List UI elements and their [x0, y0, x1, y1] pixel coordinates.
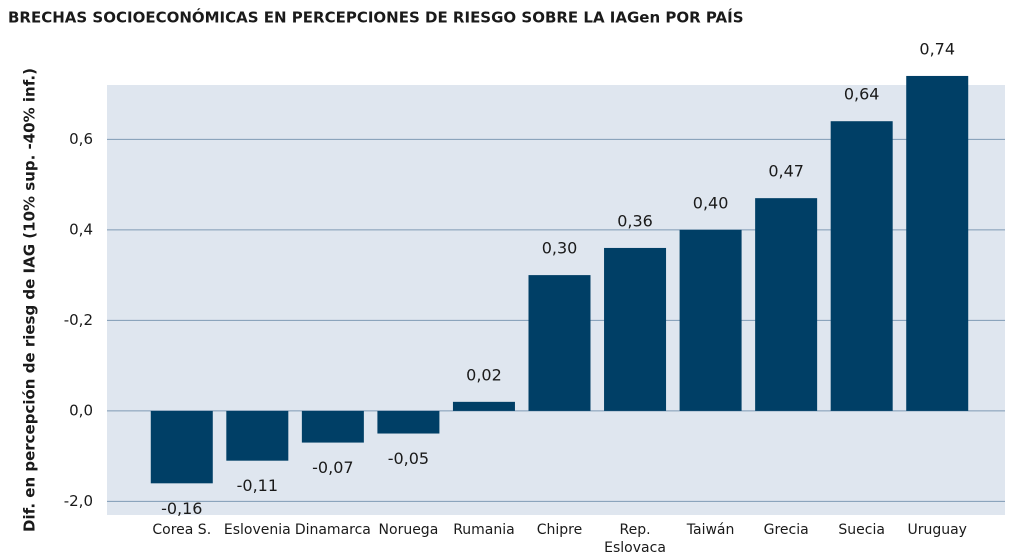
- data-label: -0,16: [161, 499, 202, 518]
- x-tick-label: Grecia: [764, 522, 809, 538]
- bar: [604, 247, 667, 411]
- y-tick-label: 0,4: [69, 220, 93, 238]
- chart-title: BRECHAS SOCIOECONÓMICAS EN PERCEPCIONES …: [8, 8, 744, 27]
- x-tick-label: Corea S.: [152, 522, 211, 538]
- data-label: 0,47: [768, 162, 804, 181]
- x-tick-label: Dinamarca: [295, 522, 371, 538]
- data-label: -0,11: [237, 476, 278, 495]
- y-tick-label: -0,2: [64, 311, 93, 329]
- data-label: 0,64: [844, 85, 880, 104]
- y-tick-label: 0,6: [69, 130, 93, 148]
- data-label: 0,40: [693, 193, 729, 212]
- bar: [301, 410, 364, 443]
- data-label: -0,05: [388, 449, 429, 468]
- bar: [452, 401, 515, 411]
- x-tick-label: Uruguay: [907, 522, 967, 538]
- bar: [528, 275, 591, 411]
- x-tick-label: Eslovenia: [224, 522, 291, 538]
- y-tick-label: 0,0: [69, 401, 93, 419]
- x-tick-label: Chipre: [537, 522, 583, 538]
- bar: [377, 410, 440, 434]
- x-tick-label: Rep. Eslovaca: [604, 522, 666, 556]
- x-tick-label: Noruega: [379, 522, 439, 538]
- x-tick-label: Rumania: [453, 522, 515, 538]
- y-axis-label: Dif. en percepción de riesg de IAG (10% …: [21, 68, 39, 532]
- x-tick-label: Suecia: [838, 522, 885, 538]
- data-label: 0,02: [466, 365, 502, 384]
- x-tick-label: Taiwán: [686, 522, 735, 538]
- bar: [226, 410, 289, 461]
- data-label: -0,07: [312, 458, 353, 477]
- data-label: 0,74: [919, 39, 955, 58]
- y-tick-label: -2,0: [64, 492, 93, 510]
- data-label: 0,30: [542, 239, 578, 258]
- bar: [150, 410, 213, 484]
- data-label: 0,36: [617, 211, 653, 230]
- bar: [679, 229, 742, 411]
- bar: [755, 198, 818, 411]
- bar: [906, 75, 969, 411]
- bar: [830, 121, 893, 411]
